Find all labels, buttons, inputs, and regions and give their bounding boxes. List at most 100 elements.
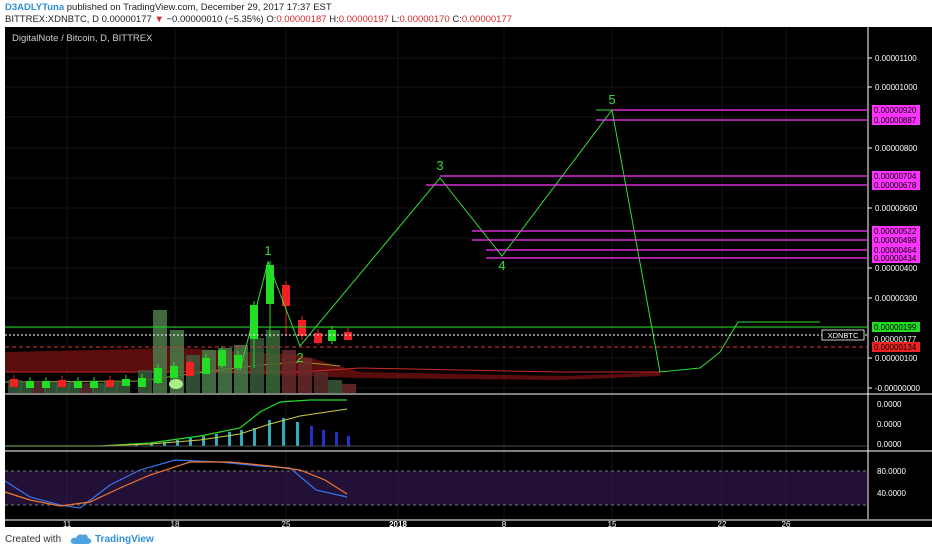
price-label-bg: [872, 322, 920, 332]
candle: [10, 379, 18, 387]
candle: [344, 332, 352, 340]
tradingview-brand[interactable]: TradingView: [95, 534, 154, 545]
x-tick-label: 25: [282, 520, 291, 529]
y-tick-label: 0.00000600: [875, 204, 918, 213]
volume-bar: [314, 372, 328, 393]
x-tick-label: 15: [608, 520, 617, 529]
last-price: 0.00000177: [101, 14, 152, 25]
x-tick-label: 11: [63, 520, 72, 529]
candle: [170, 366, 178, 378]
y-tick-label: 0.00001000: [875, 83, 918, 92]
price-label: 0.00000678: [874, 181, 917, 190]
price-label: 0.00000522: [874, 227, 917, 236]
wave-label: 3: [436, 158, 443, 173]
symbol-line: BITTREX:XDNBTC, D: [5, 14, 99, 25]
price-label: 0.00000498: [874, 236, 917, 245]
volume-bar: [250, 338, 264, 393]
price-label: 0.00000199: [874, 323, 917, 332]
volume-bar: [44, 382, 58, 393]
macd-histogram-bar: [268, 420, 271, 446]
candle: [138, 378, 146, 387]
price-label-bg: [872, 171, 920, 181]
macd-histogram-bar: [135, 445, 138, 446]
volume-bar: [80, 383, 94, 393]
candle: [90, 381, 98, 388]
price-label: 0.00000177: [874, 335, 917, 344]
chart-header: D3ADLYTuna published on TradingView.com,…: [0, 0, 932, 26]
volume-bar: [266, 330, 280, 393]
candle: [74, 381, 82, 388]
price-label-bg: [872, 115, 920, 125]
marker-dot: [169, 379, 183, 389]
tradingview-cloud-icon: [70, 533, 92, 548]
close-label: C:: [452, 14, 462, 25]
price-change: −0.00000010 (−5.35%): [166, 14, 264, 25]
y-tick-label: 0.00001100: [875, 54, 917, 63]
author-name[interactable]: D3ADLYTuna: [5, 2, 65, 13]
volume-bar: [92, 383, 106, 393]
stoch-tick-label: 40.0000: [877, 489, 906, 498]
candle: [58, 380, 66, 387]
volume-bar: [342, 384, 356, 393]
macd-histogram-bar: [189, 438, 192, 446]
volume-bar: [234, 345, 248, 393]
symbol-badge: XDNBTC: [828, 331, 859, 340]
candle: [328, 330, 336, 341]
price-label: 0.00000434: [874, 254, 917, 263]
wave-label: 5: [608, 92, 615, 107]
volume-bar: [298, 358, 312, 393]
price-label-bg: [872, 253, 920, 263]
volume-bar: [116, 382, 130, 393]
published-text: published on TradingView.com, December 2…: [66, 2, 332, 13]
macd-line: [5, 399, 347, 447]
high-value: 0.00000197: [338, 14, 389, 25]
footer: Created with TradingView: [0, 529, 932, 550]
candle: [266, 265, 274, 304]
candle: [250, 305, 258, 339]
candle: [154, 368, 162, 383]
y-tick-label: 0.00000100: [875, 354, 918, 363]
wave-label: 4: [498, 258, 505, 273]
stoch-d-line: [4, 461, 348, 507]
price-label-bg: [872, 245, 920, 255]
price-label: 0.00000920: [874, 106, 917, 115]
macd-tick-label: 0.0000: [877, 440, 902, 449]
y-tick-label: 0.00000300: [875, 294, 918, 303]
volume-bar: [328, 380, 342, 393]
candle: [186, 362, 194, 376]
wave-label: 2: [296, 350, 303, 365]
macd-histogram-bar: [296, 422, 299, 446]
symbol-badge-bg: [821, 329, 865, 341]
wave-label: 1: [264, 243, 271, 258]
close-value: 0.00000177: [461, 14, 513, 25]
open-label: O:: [266, 14, 277, 25]
candle: [42, 381, 50, 388]
candle: [282, 285, 290, 306]
y-tick-label: 0.00000400: [875, 264, 918, 273]
macd-histogram-bar: [150, 444, 153, 446]
x-tick-label: 2018: [389, 520, 407, 529]
price-label: 0.00000464: [874, 246, 917, 255]
high-label: H:: [329, 14, 339, 25]
candle: [106, 380, 114, 387]
macd-tick-label: 0.0000: [877, 420, 902, 429]
price-label-bg: [872, 180, 920, 190]
macd-histogram-bar: [202, 436, 205, 446]
y-tick-label: 0.00000800: [875, 144, 918, 153]
candle: [234, 355, 242, 368]
price-label-bg: [872, 342, 920, 352]
macd-histogram-bar: [322, 430, 325, 446]
low-value: 0.00000170: [399, 14, 450, 25]
macd-histogram-bar: [282, 418, 285, 446]
macd-histogram-bar: [347, 436, 350, 446]
candle: [26, 381, 34, 388]
elliott-wave-path: [239, 109, 613, 371]
macd-histogram-bar: [163, 442, 166, 446]
macd-histogram-bar: [310, 426, 313, 446]
stoch-k-line: [4, 459, 348, 509]
stoch-tick-label: 80.0000: [877, 467, 906, 476]
stoch-band: [5, 471, 867, 505]
price-label: 0.00000704: [874, 172, 917, 181]
candle: [314, 333, 322, 343]
